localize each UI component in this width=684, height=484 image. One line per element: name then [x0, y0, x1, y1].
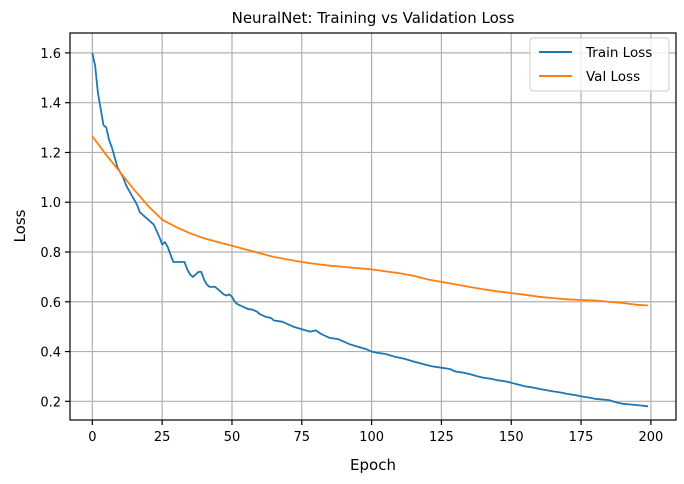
chart-title: NeuralNet: Training vs Validation Loss [232, 9, 515, 27]
series-layer [91, 52, 649, 408]
x-tick-label: 200 [638, 430, 663, 445]
y-tick-label: 1.4 [40, 97, 61, 112]
x-tick-label: 100 [359, 430, 384, 445]
y-tick-label: 1.0 [40, 196, 61, 211]
x-tick-label: 175 [569, 430, 594, 445]
x-tick-label: 150 [499, 430, 524, 445]
legend-label-val: Val Loss [586, 69, 640, 85]
plot-frame [69, 32, 677, 421]
series-line-val-loss [91, 135, 649, 307]
legend: Train Loss Val Loss [529, 37, 670, 92]
y-tick-label: 1.2 [40, 146, 61, 161]
x-tick-label: 50 [224, 430, 241, 445]
y-tick-label: 1.6 [40, 47, 61, 62]
grid [70, 33, 676, 420]
y-tick-label: 0.2 [40, 395, 61, 410]
y-axis-ticks: 0.2 0.4 0.6 0.8 1.0 1.2 1.4 1.6 [40, 47, 70, 410]
x-tick-label: 25 [154, 430, 171, 445]
y-tick-label: 0.4 [40, 346, 61, 361]
legend-label-train: Train Loss [585, 45, 652, 61]
x-tick-label: 75 [294, 430, 311, 445]
x-axis-label: Epoch [350, 456, 396, 474]
y-tick-label: 0.8 [40, 246, 61, 261]
series-line-train-loss [91, 52, 649, 408]
y-axis-label: Loss [11, 209, 29, 242]
x-tick-label: 0 [88, 430, 96, 445]
x-tick-label: 125 [429, 430, 454, 445]
y-tick-label: 0.6 [40, 296, 61, 311]
x-axis-ticks: 0 25 50 75 100 125 150 175 200 [88, 420, 663, 445]
